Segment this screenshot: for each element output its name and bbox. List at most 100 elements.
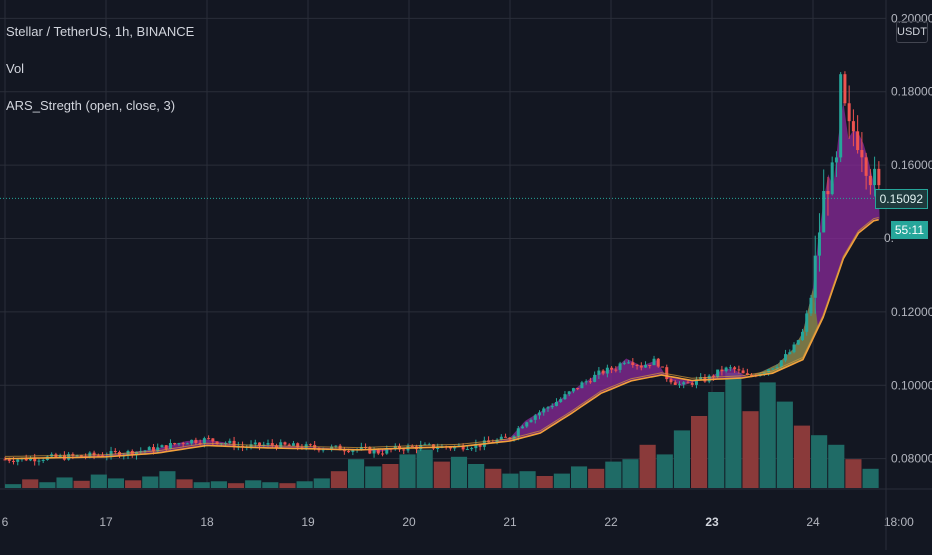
candle-body xyxy=(601,370,605,374)
candle-body xyxy=(478,443,482,447)
candle-body xyxy=(147,447,151,451)
volume-bar xyxy=(5,484,22,488)
candle-body xyxy=(610,367,614,370)
candle-body xyxy=(817,232,821,256)
candle-body xyxy=(576,388,580,390)
candle-body xyxy=(338,445,342,451)
volume-bar xyxy=(708,392,725,488)
candle-body xyxy=(631,362,635,365)
time-tick-label: 6 xyxy=(2,515,9,529)
time-tick-label: 17 xyxy=(99,515,113,529)
candle-body xyxy=(728,367,732,369)
candle-body xyxy=(716,369,720,377)
candle-body xyxy=(3,459,7,461)
candle-body xyxy=(724,367,728,372)
candle-body xyxy=(851,121,855,132)
volume-bar xyxy=(691,416,708,488)
candle-body xyxy=(652,358,656,366)
volume-bar xyxy=(279,483,296,488)
candle-body xyxy=(635,364,639,366)
volume-legend[interactable]: Vol xyxy=(6,61,25,76)
volume-bar xyxy=(536,476,553,488)
candle-body xyxy=(563,394,567,400)
symbol-legend[interactable]: Stellar / TetherUS, 1h, BINANCE xyxy=(6,24,195,39)
candle-body xyxy=(393,445,397,450)
candle-body xyxy=(559,399,563,402)
candle-body xyxy=(173,443,177,445)
candle-body xyxy=(253,442,257,445)
volume-bar xyxy=(176,479,193,488)
volume-bar xyxy=(330,471,348,488)
time-tick-label: 18 xyxy=(200,515,214,529)
candle-body xyxy=(274,445,278,449)
volume-bar xyxy=(245,480,262,488)
candle-body xyxy=(733,367,737,370)
candle-body xyxy=(470,448,474,450)
candle-body xyxy=(465,449,469,451)
candle-body xyxy=(283,442,287,445)
candle-body xyxy=(826,191,830,195)
candle-body xyxy=(448,447,452,449)
volume-bar xyxy=(588,468,605,488)
candle-body xyxy=(588,381,592,383)
candle-body xyxy=(368,447,372,454)
candle-body xyxy=(504,436,508,438)
volume-bar xyxy=(759,382,776,488)
candle-body xyxy=(308,444,312,446)
volume-bar xyxy=(73,480,90,488)
price-tick-label: 0.18000 xyxy=(891,85,932,99)
candle-body xyxy=(690,382,694,385)
candle-body xyxy=(673,382,677,385)
last-price-label: 0.15092 xyxy=(874,189,928,210)
volume-bar xyxy=(262,482,279,488)
candle-body xyxy=(207,438,211,440)
candle-body xyxy=(249,444,253,448)
candle-body xyxy=(809,297,813,314)
candle-body xyxy=(593,374,597,382)
volume-bar xyxy=(433,461,450,488)
candle-body xyxy=(516,428,520,437)
volume-bar xyxy=(193,482,210,488)
volume-bar xyxy=(673,430,691,488)
candle-body xyxy=(864,157,868,176)
ars-legend[interactable]: ARS_Stregth (open, close, 3) xyxy=(6,98,176,113)
candle-body xyxy=(533,415,537,420)
volume-bar xyxy=(90,474,107,488)
candle-body xyxy=(291,443,295,446)
candle-body xyxy=(156,447,160,452)
candle-body xyxy=(618,363,622,370)
volume-bar xyxy=(570,466,588,488)
volume-bar xyxy=(313,478,330,488)
candle-body xyxy=(605,367,609,374)
candle-body xyxy=(402,449,406,451)
volume-bar xyxy=(296,481,313,488)
candle-body xyxy=(351,449,355,452)
volume-bar xyxy=(502,473,519,488)
candle-body xyxy=(118,452,122,457)
volume-bar xyxy=(656,454,673,488)
candle-body xyxy=(521,426,525,429)
candle-body xyxy=(542,408,546,413)
candle-body xyxy=(873,168,877,186)
candle-body xyxy=(775,366,779,369)
candle-body xyxy=(321,449,325,451)
volume-bar xyxy=(159,471,176,488)
candle-body xyxy=(499,436,503,440)
candle-body xyxy=(614,369,618,371)
time-tick-label: 18:00 xyxy=(884,515,914,529)
candle-body xyxy=(28,458,32,461)
candle-body xyxy=(784,354,788,361)
candle-body xyxy=(41,459,45,461)
candle-body xyxy=(410,445,414,447)
price-tick-partial: 0. xyxy=(883,231,894,246)
candle-body xyxy=(181,443,185,445)
candle-body xyxy=(37,460,41,462)
volume-bar xyxy=(776,401,793,488)
candle-body xyxy=(856,131,860,151)
candle-body xyxy=(834,157,838,163)
volume-bar xyxy=(845,459,862,488)
currency-button[interactable]: USDT xyxy=(896,21,928,43)
price-tick-label: 0.10000 xyxy=(891,378,932,392)
